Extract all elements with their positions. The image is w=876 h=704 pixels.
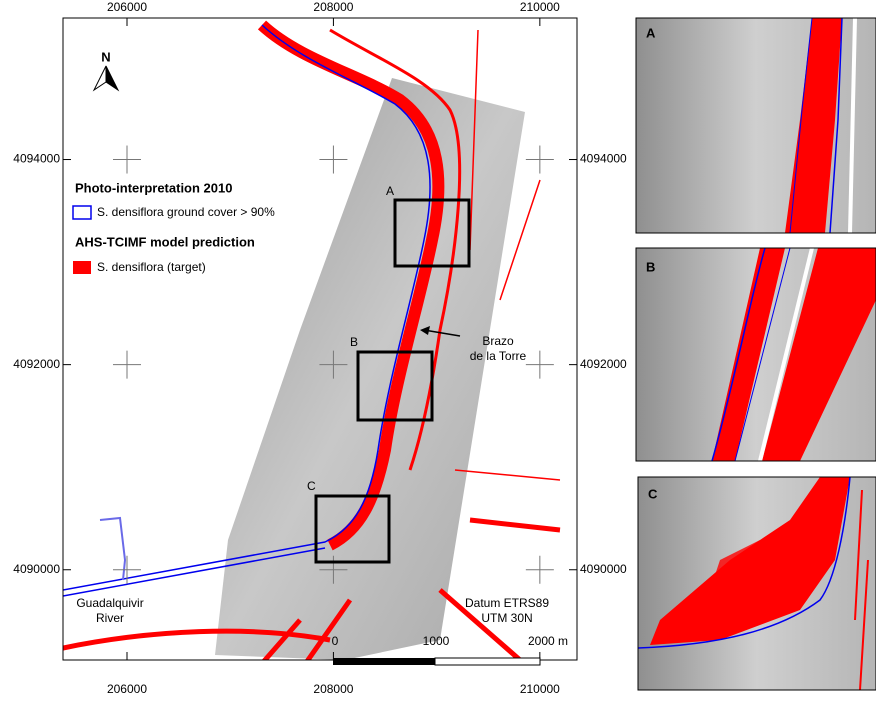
annotation: Datum ETRS89	[465, 596, 549, 610]
annotation: de la Torre	[470, 349, 527, 363]
channel-line	[100, 518, 125, 580]
y-tick-label: 4090000	[580, 562, 627, 576]
legend-title: AHS-TCIMF model prediction	[75, 234, 255, 249]
x-tick-label: 208000	[313, 0, 353, 14]
box-label: C	[307, 479, 316, 493]
legend-item: S. densiflora ground cover > 90%	[97, 205, 275, 219]
inset-label: A	[646, 25, 656, 40]
y-tick-label: 4092000	[13, 357, 60, 371]
annotation: UTM 30N	[481, 611, 532, 625]
y-tick-label: 4094000	[580, 152, 627, 166]
x-tick-label: 210000	[520, 682, 560, 696]
inset-label: C	[648, 486, 658, 501]
box-label: A	[386, 184, 394, 198]
scale-bar	[435, 658, 540, 665]
north-arrow	[94, 66, 106, 90]
scale-label: 0	[332, 634, 339, 648]
x-tick-label: 206000	[107, 0, 147, 14]
figure: A B C N Photo-interpretation 2010 S. den…	[0, 0, 876, 699]
inset-label: B	[646, 259, 655, 274]
annotation: Guadalquivir	[76, 596, 143, 610]
scale-bar	[333, 658, 435, 665]
x-tick-label: 210000	[520, 0, 560, 14]
box-label: B	[350, 335, 358, 349]
image-swath	[215, 78, 525, 660]
inset-image	[636, 18, 876, 233]
legend-item: S. densiflora (target)	[97, 260, 206, 274]
scale-label: 2000 m	[528, 634, 568, 648]
annotation: Brazo	[482, 334, 514, 348]
page: {"map":{"x_ticks":[206000,208000,210000]…	[0, 0, 876, 704]
y-tick-label: 4094000	[13, 152, 60, 166]
north-arrow	[106, 66, 118, 90]
y-tick-label: 4090000	[13, 562, 60, 576]
legend-swatch	[73, 261, 91, 274]
annotation: River	[96, 611, 124, 625]
inset-image	[638, 477, 876, 690]
legend-title: Photo-interpretation 2010	[75, 180, 232, 195]
x-tick-label: 206000	[107, 682, 147, 696]
y-tick-label: 4092000	[580, 357, 627, 371]
inset-image	[636, 248, 876, 461]
x-tick-label: 208000	[313, 682, 353, 696]
legend-swatch	[73, 206, 91, 219]
north-label: N	[101, 49, 110, 64]
scale-label: 1000	[423, 634, 450, 648]
